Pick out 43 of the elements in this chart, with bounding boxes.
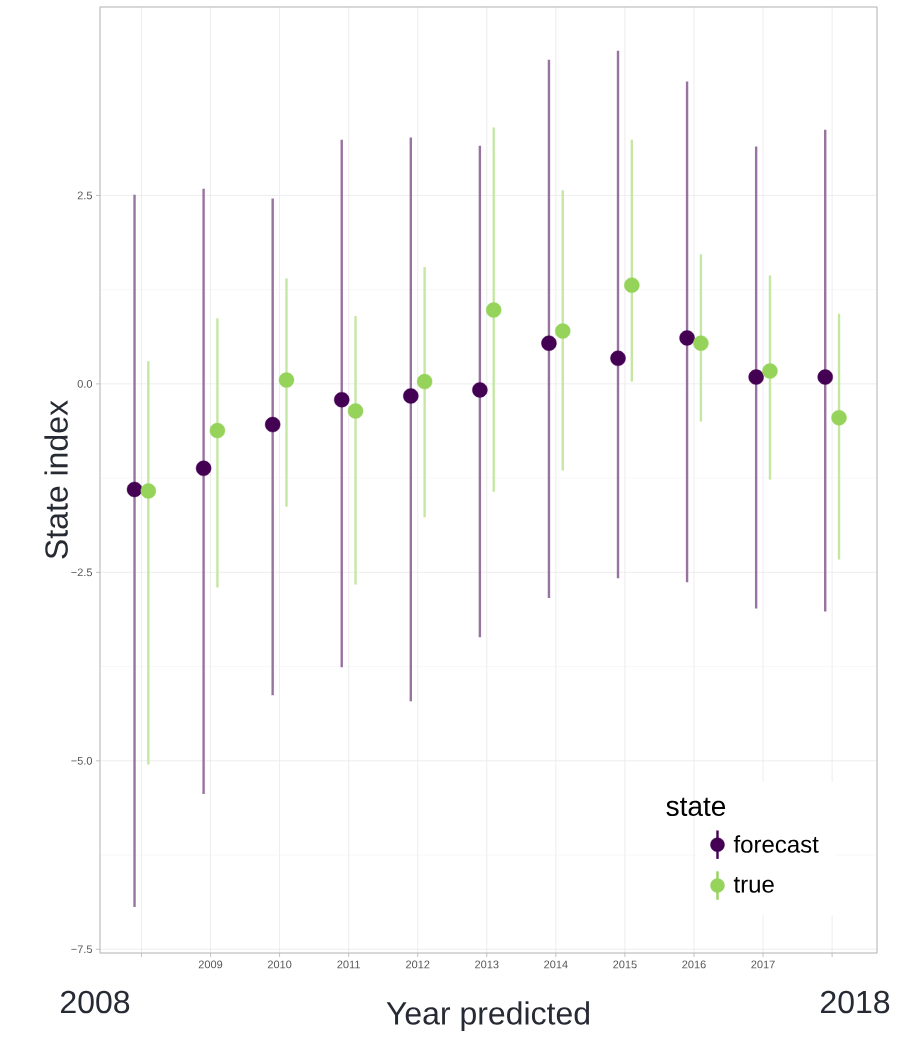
point <box>278 372 295 388</box>
y-tick-label: −7.5 <box>71 945 93 954</box>
text: 2008 <box>61 990 130 1014</box>
x-tick-label: 2013 <box>475 960 499 969</box>
y-tick-label: 0.0 <box>77 380 93 388</box>
point <box>817 369 833 385</box>
x-tick-label: 2010 <box>267 960 292 969</box>
y-tick-label: −2.5 <box>71 568 93 577</box>
point <box>555 323 571 339</box>
point <box>693 335 709 351</box>
point <box>209 422 226 439</box>
x-tick-label: 2017 <box>751 960 775 969</box>
point <box>472 382 488 398</box>
x-tick-label: 2009 <box>198 960 223 969</box>
point <box>416 373 433 390</box>
y-tick-label: 2.5 <box>77 191 93 200</box>
point <box>679 330 695 346</box>
text: 2018 <box>821 990 890 1014</box>
y-tick-label: −5.0 <box>71 756 93 765</box>
point <box>126 481 143 498</box>
point <box>485 302 502 318</box>
point <box>748 369 764 385</box>
x-tick-label: 2016 <box>682 960 706 969</box>
point <box>195 460 212 477</box>
legend-label: true <box>733 877 774 893</box>
point <box>541 335 557 351</box>
y-axis-title: State index <box>44 400 68 559</box>
x-axis-title: Year predicted <box>386 1001 589 1032</box>
legend-title: state <box>666 797 726 817</box>
point <box>264 416 281 433</box>
point <box>762 363 778 379</box>
point <box>140 483 157 499</box>
point <box>610 350 626 366</box>
x-tick-label: 2015 <box>613 960 637 969</box>
x-tick-label: 2014 <box>544 960 568 969</box>
point <box>831 410 847 426</box>
point <box>624 277 640 293</box>
x-tick-label: 2012 <box>406 960 430 969</box>
point <box>334 392 350 408</box>
x-tick-label: 2011 <box>337 960 360 969</box>
legend-label: forecast <box>733 835 819 853</box>
point <box>347 403 364 419</box>
point <box>403 388 419 404</box>
